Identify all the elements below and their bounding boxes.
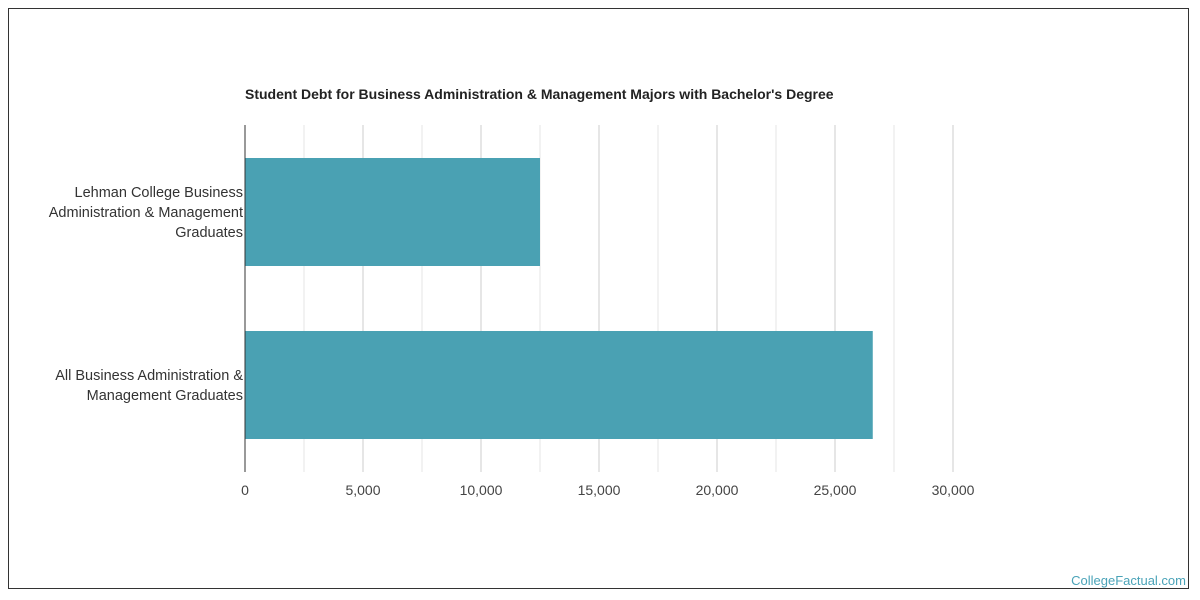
category-label-line: Lehman College Business	[75, 185, 243, 201]
x-tick-label: 10,000	[460, 482, 503, 498]
bar-1[interactable]	[245, 331, 873, 439]
x-tick-label: 30,000	[932, 482, 975, 498]
category-label-line: All Business Administration &	[55, 368, 243, 384]
category-label-1: All Business Administration & Management …	[55, 368, 243, 404]
x-tick-label: 25,000	[814, 482, 857, 498]
bar-0[interactable]	[245, 158, 540, 266]
category-labels: Lehman College Business Administration & …	[49, 185, 244, 404]
watermark-link[interactable]: CollegeFactual.com	[1071, 573, 1186, 588]
category-label-0: Lehman College Business Administration & …	[49, 185, 243, 241]
category-label-line: Management Graduates	[87, 388, 243, 404]
x-tick-label: 0	[241, 482, 249, 498]
x-tick-label: 5,000	[345, 482, 380, 498]
x-tick-label: 15,000	[578, 482, 621, 498]
bars	[245, 158, 873, 439]
x-tick-labels: 0 5,000 10,000 15,000 20,000 25,000 30,000	[241, 482, 975, 498]
x-tick-label: 20,000	[696, 482, 739, 498]
category-label-line: Graduates	[175, 225, 243, 241]
chart-title: Student Debt for Business Administration…	[245, 86, 834, 102]
category-label-line: Administration & Management	[49, 205, 243, 221]
